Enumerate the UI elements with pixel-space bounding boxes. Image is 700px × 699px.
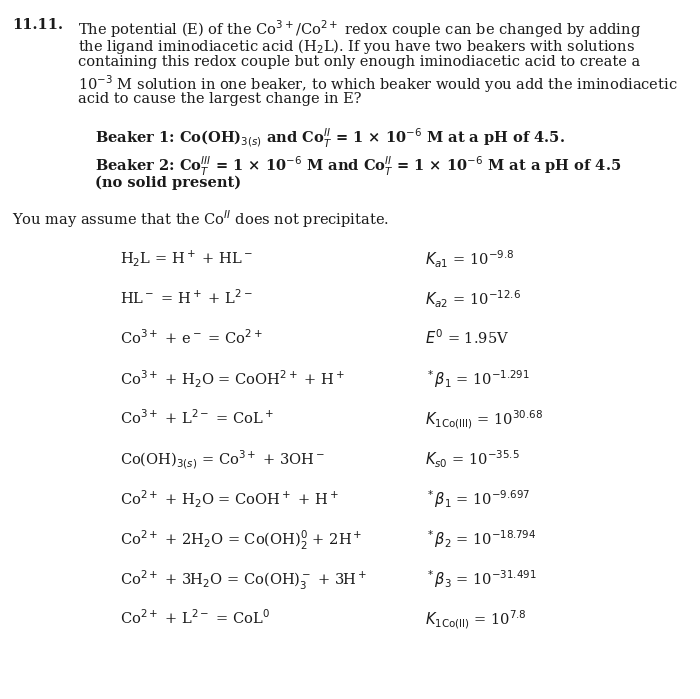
Text: Co$^{2+}$ + H$_2$O = CoOH$^+$ + H$^+$: Co$^{2+}$ + H$_2$O = CoOH$^+$ + H$^+$: [120, 489, 339, 510]
Text: $^*\beta_3$ = 10$^{-31.491}$: $^*\beta_3$ = 10$^{-31.491}$: [425, 568, 537, 590]
Text: Co$^{2+}$ + L$^{2-}$ = CoL$^0$: Co$^{2+}$ + L$^{2-}$ = CoL$^0$: [120, 609, 270, 627]
Text: The potential (E) of the Co$^{3+}$/Co$^{2+}$ redox couple can be changed by addi: The potential (E) of the Co$^{3+}$/Co$^{…: [78, 18, 641, 40]
Text: H$_2$L = H$^+$ + HL$^-$: H$_2$L = H$^+$ + HL$^-$: [120, 249, 253, 268]
Text: You may assume that the Co$^{II}$ does not precipitate.: You may assume that the Co$^{II}$ does n…: [12, 208, 389, 230]
Text: $^*\beta_1$ = 10$^{-1.291}$: $^*\beta_1$ = 10$^{-1.291}$: [425, 368, 529, 390]
Text: $^*\beta_2$ = 10$^{-18.794}$: $^*\beta_2$ = 10$^{-18.794}$: [425, 528, 536, 550]
Text: Co$^{3+}$ + H$_2$O = CoOH$^{2+}$ + H$^+$: Co$^{3+}$ + H$_2$O = CoOH$^{2+}$ + H$^+$: [120, 368, 345, 390]
Text: HL$^-$ = H$^+$ + L$^{2-}$: HL$^-$ = H$^+$ + L$^{2-}$: [120, 289, 253, 307]
Text: 11.11.: 11.11.: [12, 18, 63, 32]
Text: $^*\beta_1$ = 10$^{-9.697}$: $^*\beta_1$ = 10$^{-9.697}$: [425, 489, 531, 510]
Text: $K_{1\mathrm{Co(II)}}$ = 10$^{7.8}$: $K_{1\mathrm{Co(II)}}$ = 10$^{7.8}$: [425, 609, 526, 630]
Text: (no solid present): (no solid present): [95, 175, 241, 190]
Text: Co$^{2+}$ + 2H$_2$O = Co(OH)$_2^0$ + 2H$^+$: Co$^{2+}$ + 2H$_2$O = Co(OH)$_2^0$ + 2H$…: [120, 528, 363, 552]
Text: acid to cause the largest change in E?: acid to cause the largest change in E?: [78, 92, 361, 106]
Text: Beaker 1: Co(OH)$_{3(s)}$ and Co$_T^{II}$ = 1 × 10$^{-6}$ M at a pH of 4.5.: Beaker 1: Co(OH)$_{3(s)}$ and Co$_T^{II}…: [95, 127, 565, 150]
Text: $K_{a1}$ = 10$^{-9.8}$: $K_{a1}$ = 10$^{-9.8}$: [425, 249, 514, 270]
Text: Co$^{3+}$ + e$^-$ = Co$^{2+}$: Co$^{3+}$ + e$^-$ = Co$^{2+}$: [120, 329, 262, 347]
Text: $K_{1\mathrm{Co(III)}}$ = 10$^{30.68}$: $K_{1\mathrm{Co(III)}}$ = 10$^{30.68}$: [425, 408, 543, 431]
Text: Beaker 2: Co$_T^{III}$ = 1 × 10$^{-6}$ M and Co$_T^{II}$ = 1 × 10$^{-6}$ M at a : Beaker 2: Co$_T^{III}$ = 1 × 10$^{-6}$ M…: [95, 155, 622, 178]
Text: the ligand iminodiacetic acid (H$_2$L). If you have two beakers with solutions: the ligand iminodiacetic acid (H$_2$L). …: [78, 36, 635, 55]
Text: Co(OH)$_{3(s)}$ = Co$^{3+}$ + 3OH$^-$: Co(OH)$_{3(s)}$ = Co$^{3+}$ + 3OH$^-$: [120, 449, 325, 471]
Text: containing this redox couple but only enough iminodiacetic acid to create a: containing this redox couple but only en…: [78, 55, 641, 69]
Text: $K_{a2}$ = 10$^{-12.6}$: $K_{a2}$ = 10$^{-12.6}$: [425, 289, 521, 310]
Text: $E^0$ = 1.95V: $E^0$ = 1.95V: [425, 329, 510, 347]
Text: Co$^{3+}$ + L$^{2-}$ = CoL$^+$: Co$^{3+}$ + L$^{2-}$ = CoL$^+$: [120, 408, 274, 427]
Text: $K_{s0}$ = 10$^{-35.5}$: $K_{s0}$ = 10$^{-35.5}$: [425, 449, 519, 470]
Text: Co$^{2+}$ + 3H$_2$O = Co(OH)$_3^-$ + 3H$^+$: Co$^{2+}$ + 3H$_2$O = Co(OH)$_3^-$ + 3H$…: [120, 568, 368, 591]
Text: 10$^{-3}$ M solution in one beaker, to which beaker would you add the iminodiace: 10$^{-3}$ M solution in one beaker, to w…: [78, 73, 678, 95]
